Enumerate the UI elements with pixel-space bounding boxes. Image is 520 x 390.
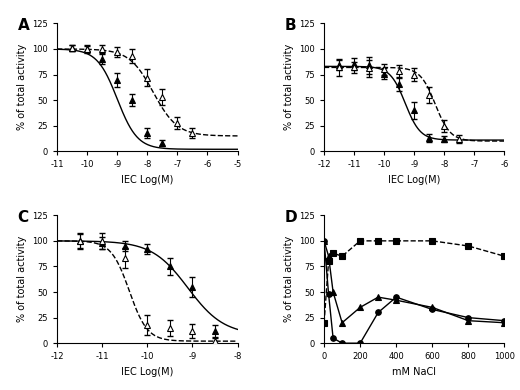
Text: D: D [284,210,297,225]
X-axis label: IEC Log(M): IEC Log(M) [121,367,174,377]
Text: C: C [18,210,29,225]
X-axis label: mM NaCl: mM NaCl [392,367,436,377]
Y-axis label: % of total activity: % of total activity [284,44,294,131]
Y-axis label: % of total activity: % of total activity [17,236,27,323]
Y-axis label: % of total activity: % of total activity [284,236,294,323]
Y-axis label: % of total activity: % of total activity [17,44,27,131]
X-axis label: IEC Log(M): IEC Log(M) [388,175,440,185]
X-axis label: IEC Log(M): IEC Log(M) [121,175,174,185]
Text: A: A [18,18,29,33]
Text: B: B [284,18,296,33]
